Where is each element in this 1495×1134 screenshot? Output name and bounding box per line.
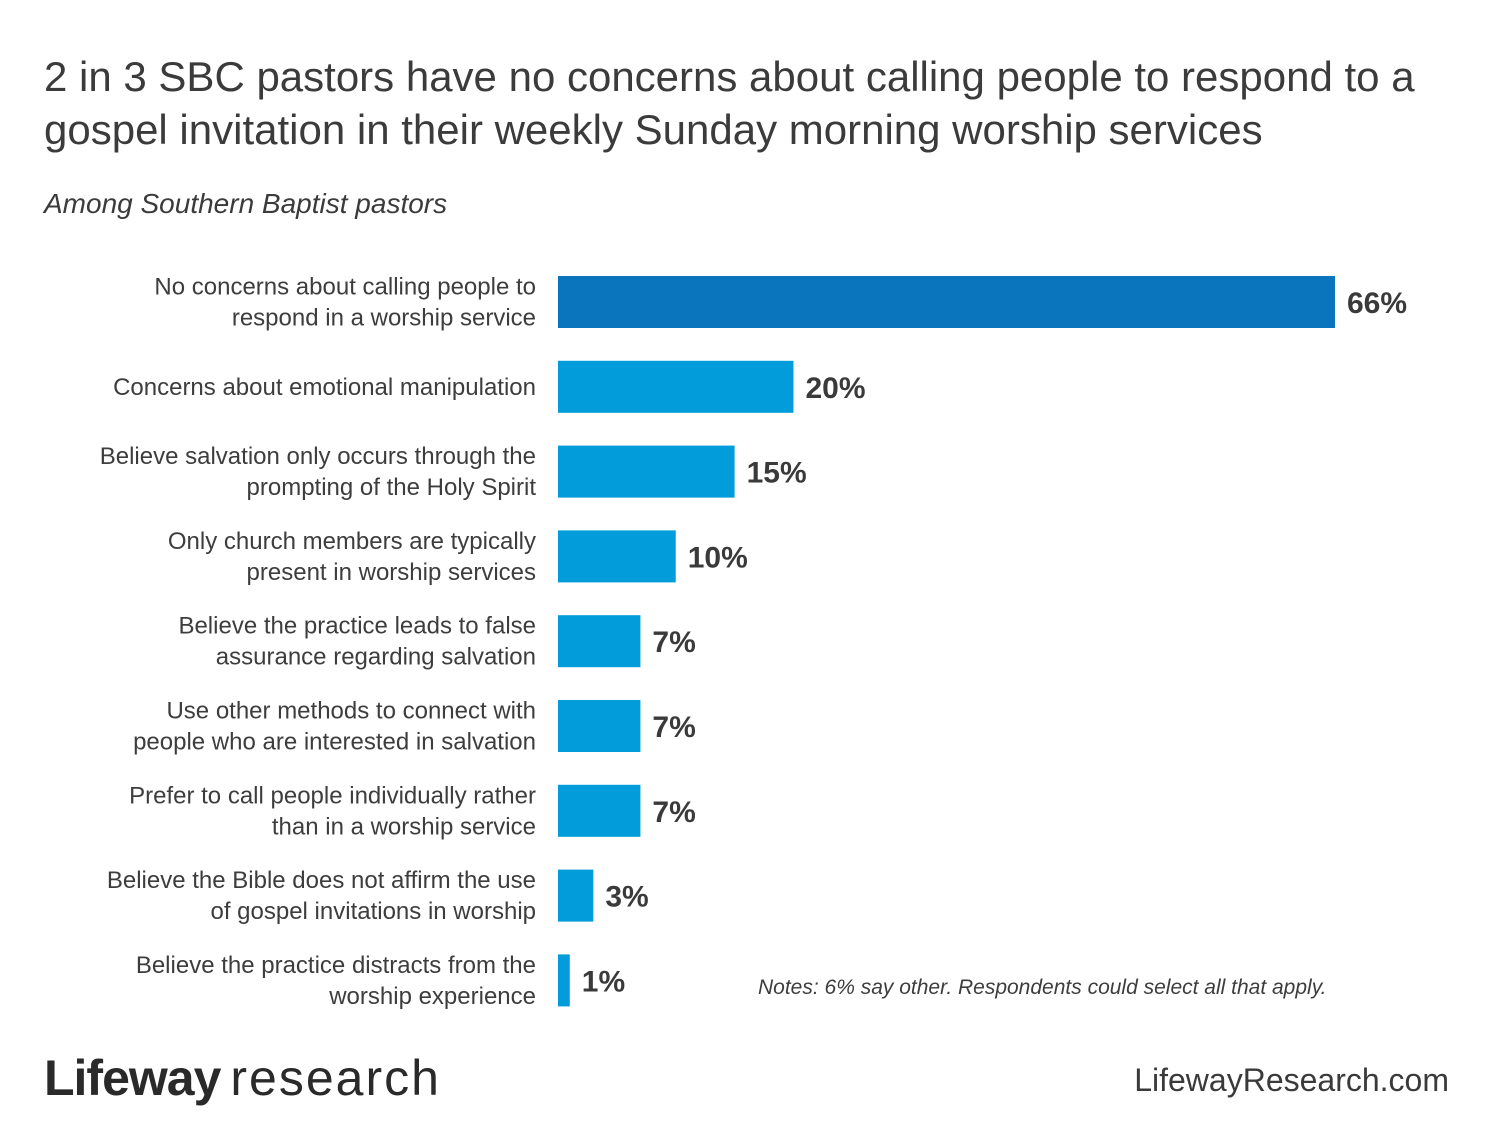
- bar: [558, 700, 641, 752]
- category-label: worship experience: [328, 983, 536, 1010]
- bar: [558, 869, 594, 922]
- bar: [558, 784, 641, 837]
- logo-word-research: research: [230, 1050, 441, 1106]
- category-label: Prefer to call people individually rathe…: [129, 782, 536, 809]
- category-label: No concerns about calling people to: [154, 274, 536, 301]
- category-label: Believe the practice distracts from the: [136, 952, 536, 979]
- bar: [558, 954, 570, 1007]
- category-label: respond in a worship service: [232, 305, 536, 332]
- category-label: than in a worship service: [272, 813, 536, 840]
- bar-value-label: 7%: [652, 796, 695, 829]
- category-label: of gospel invitations in worship: [210, 898, 536, 925]
- bar-value-label: 7%: [652, 711, 695, 744]
- bar-value-label: 15%: [747, 457, 807, 490]
- lifeway-research-logo: Lifeway research: [44, 1048, 441, 1108]
- bar: [558, 615, 641, 668]
- bar-value-label: 1%: [582, 965, 625, 998]
- bar: [558, 445, 735, 498]
- category-label: people who are interested in salvation: [133, 729, 536, 756]
- website-url: LifewayResearch.com: [1134, 1062, 1449, 1098]
- bar: [558, 276, 1335, 328]
- bar-value-label: 20%: [805, 372, 865, 405]
- logo-word-lifeway: Lifeway: [44, 1050, 221, 1106]
- category-label: prompting of the Holy Spirit: [247, 474, 537, 501]
- bar-value-label: 10%: [688, 541, 748, 574]
- bar: [558, 530, 676, 583]
- chart-title: 2 in 3 SBC pastors have no concerns abou…: [44, 53, 1415, 153]
- chart-notes: Notes: 6% say other. Respondents could s…: [758, 976, 1327, 999]
- category-label: Believe the Bible does not affirm the us…: [107, 867, 536, 894]
- bar: [558, 360, 794, 413]
- chart-subtitle: Among Southern Baptist pastors: [44, 188, 448, 219]
- category-label: Believe salvation only occurs through th…: [100, 443, 536, 470]
- bar-chart: 66% No concerns about calling people to re…: [100, 274, 1407, 1010]
- bar-value-label: 3%: [605, 881, 648, 914]
- category-label: Only church members are typically: [168, 528, 536, 555]
- category-label: present in worship services: [247, 559, 536, 586]
- category-label: Concerns about emotional manipulation: [113, 374, 536, 401]
- category-label: assurance regarding salvation: [216, 644, 536, 671]
- category-label: Believe the practice leads to false: [178, 613, 536, 640]
- category-label: Use other methods to connect with: [166, 698, 536, 725]
- bar-value-label: 66%: [1347, 287, 1407, 320]
- bar-value-label: 7%: [652, 626, 695, 659]
